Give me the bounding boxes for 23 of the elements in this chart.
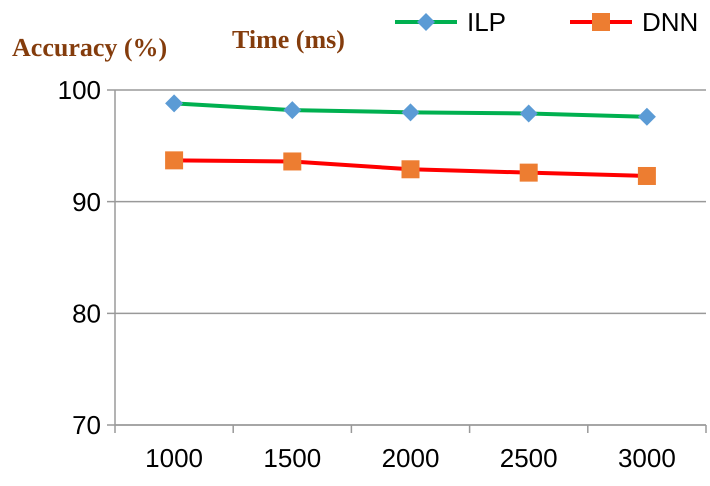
point bbox=[520, 164, 538, 182]
point bbox=[638, 108, 656, 126]
y-tick-label: 70 bbox=[72, 410, 101, 440]
point bbox=[165, 151, 184, 170]
point bbox=[402, 160, 420, 178]
y-tick-label: 100 bbox=[58, 75, 101, 106]
x-axis-title: Time (ms) bbox=[232, 25, 345, 54]
point bbox=[638, 166, 656, 185]
point bbox=[402, 103, 420, 122]
x-tick-label: 3000 bbox=[618, 443, 676, 473]
x-tick-label: 1000 bbox=[145, 443, 204, 473]
legend-label: ILP bbox=[467, 7, 506, 38]
legend-label: DNN bbox=[642, 7, 698, 38]
point bbox=[283, 152, 302, 170]
x-tick-label: 2000 bbox=[382, 443, 440, 473]
x-tick-label: 1500 bbox=[263, 443, 322, 473]
y-axis-title: Accuracy (%) bbox=[12, 33, 168, 62]
y-tick-label: 90 bbox=[72, 186, 101, 217]
point bbox=[165, 94, 184, 112]
y-tick-label: 80 bbox=[72, 298, 101, 328]
x-tick-label: 2500 bbox=[500, 443, 558, 473]
point bbox=[520, 104, 538, 122]
point bbox=[283, 101, 302, 120]
